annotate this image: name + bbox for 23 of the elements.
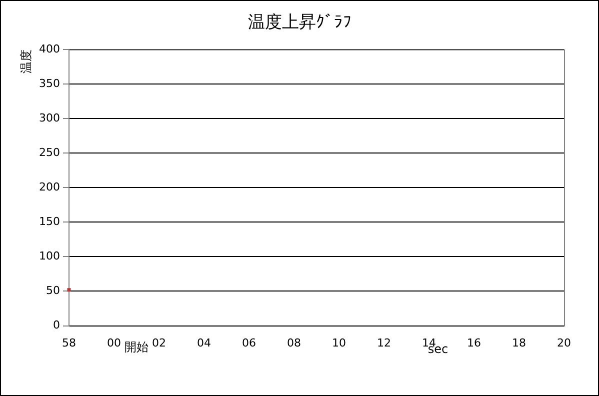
- x-tick-label: 18: [512, 336, 526, 350]
- chart-title: 温度上昇ｸﾞﾗﾌ: [248, 12, 352, 33]
- x-tick-label: 10: [332, 336, 346, 350]
- y-tick-label: 100: [38, 250, 60, 263]
- x-tick-label: 02: [152, 336, 166, 350]
- x-tick-label: 58: [62, 336, 76, 350]
- y-axis-title: 温度: [19, 49, 34, 74]
- y-tick-label: 0: [52, 318, 60, 332]
- text: 開始: [124, 340, 148, 354]
- y-tick-label: 300: [38, 111, 60, 124]
- y-tick-label: 50: [46, 284, 60, 298]
- x-tick-label: 20: [557, 336, 571, 350]
- x-tick-label: 12: [377, 336, 391, 350]
- y-tick-label: 250: [38, 146, 60, 159]
- y-tick-label: 200: [38, 180, 60, 194]
- y-tick-label: 400: [38, 42, 60, 56]
- y-tick-label: 350: [38, 76, 60, 90]
- y-tick-label: 150: [38, 215, 60, 228]
- x-tick-label: 00: [106, 336, 121, 350]
- x-tick-label: 04: [196, 336, 211, 350]
- x-tick-label: 06: [242, 336, 256, 350]
- x-tick-label: 16: [467, 336, 481, 350]
- x-tick-label: 08: [287, 336, 301, 350]
